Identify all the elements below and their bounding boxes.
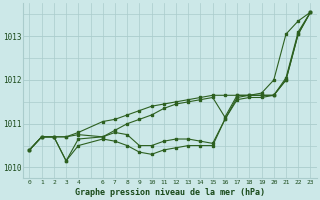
X-axis label: Graphe pression niveau de la mer (hPa): Graphe pression niveau de la mer (hPa) bbox=[75, 188, 265, 197]
